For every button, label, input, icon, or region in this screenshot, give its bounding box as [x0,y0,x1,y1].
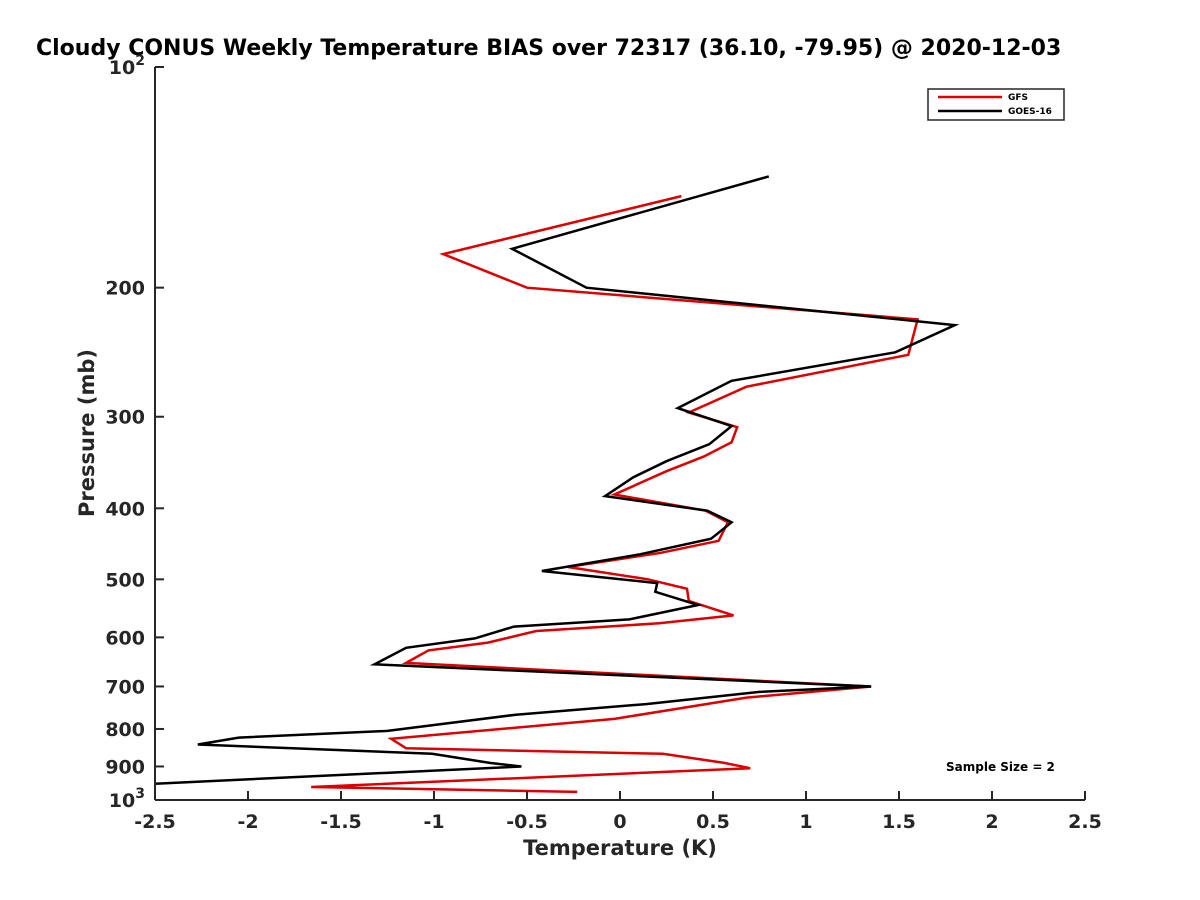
x-tick-label: 2.5 [1068,811,1102,833]
x-tick-label: 0 [613,811,626,833]
y-tick-label: 103 [109,786,145,812]
legend-label-goes16: GOES-16 [1008,107,1052,117]
x-axis-title: Temperature (K) [523,836,717,860]
x-tick-label: 2 [985,811,998,833]
y-tick-label: 200 [105,278,145,300]
x-tick-label: -2.5 [134,811,176,833]
legend-box [927,88,1065,121]
chart-title: Cloudy CONUS Weekly Temperature BIAS ove… [36,36,1061,61]
x-tick-label: 1 [799,811,812,833]
y-tick-label: 600 [105,627,145,649]
y-tick-label: 102 [109,53,145,79]
y-axis-title: Pressure (mb) [75,349,99,517]
sample-size-annotation: Sample Size = 2 [946,760,1055,774]
x-tick-label: -2 [237,811,258,833]
x-tick-label: -0.5 [506,811,548,833]
plot-area [155,175,960,794]
legend-label-gfs: GFS [1008,93,1028,103]
y-tick-label: 900 [105,756,145,778]
x-tick-label: -1.5 [320,811,362,833]
y-tick-label: 300 [105,407,145,429]
axes: -2.5 -2 -1.5 -1 -0.5 0 0.5 1 1.5 2 2.5 102 200 300 400… [105,53,1102,833]
y-tick-label: 700 [105,676,145,698]
y-tick-label: 800 [105,719,145,741]
legend: GFS GOES-16 [927,88,1065,121]
x-tick-label: 1.5 [882,811,916,833]
series-line-gfs [311,194,920,794]
x-tick-label: -1 [423,811,444,833]
series-line-goes16 [155,175,960,785]
x-tick-label: 0.5 [696,811,730,833]
y-tick-label: 500 [105,569,145,591]
y-tick-label: 400 [105,498,145,520]
